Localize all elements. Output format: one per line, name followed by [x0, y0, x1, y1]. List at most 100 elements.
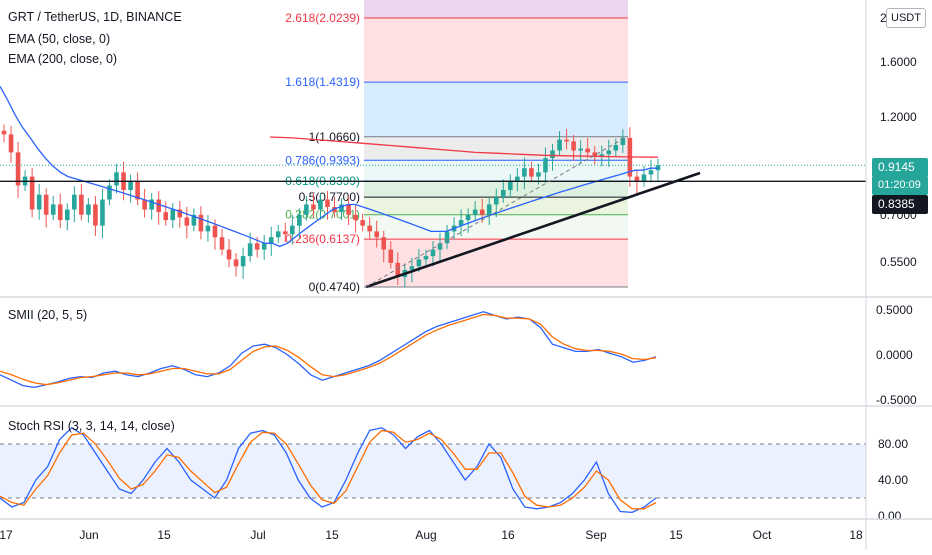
candle-body[interactable] — [93, 204, 98, 226]
candle-body[interactable] — [578, 148, 583, 151]
candle-body[interactable] — [43, 194, 49, 215]
candle-body[interactable] — [423, 256, 429, 260]
candle-body[interactable] — [606, 150, 612, 155]
candle-body[interactable] — [500, 190, 506, 198]
candle-body[interactable] — [641, 174, 647, 181]
candle-body[interactable] — [79, 194, 84, 215]
candle-body[interactable] — [339, 204, 344, 213]
candle-body[interactable] — [219, 237, 225, 250]
candle-body[interactable] — [395, 262, 401, 278]
candle-body[interactable] — [360, 220, 365, 226]
price-series — [0, 85, 661, 288]
candle-body[interactable] — [177, 209, 183, 218]
candle-body[interactable] — [536, 172, 541, 177]
candle-body[interactable] — [325, 199, 330, 207]
ema50-legend[interactable]: EMA (50, close, 0) — [8, 32, 111, 46]
candle-body[interactable] — [381, 237, 387, 250]
stoch-legend[interactable]: Stoch RSI (3, 3, 14, 14, close) — [8, 419, 175, 433]
candle-body[interactable] — [465, 214, 471, 221]
candle-body[interactable] — [297, 214, 302, 226]
candle-body[interactable] — [8, 134, 14, 153]
candle-body[interactable] — [64, 209, 70, 221]
candle-body[interactable] — [275, 231, 281, 238]
candle-body[interactable] — [444, 231, 450, 244]
candle-body[interactable] — [15, 152, 21, 186]
ema200-legend[interactable]: EMA (200, close, 0) — [8, 52, 118, 66]
candle-body[interactable] — [36, 194, 42, 210]
candle-body[interactable] — [557, 139, 562, 151]
candle-body[interactable] — [156, 199, 162, 213]
candle-body[interactable] — [550, 150, 555, 159]
candle-body[interactable] — [592, 152, 598, 157]
candle-body[interactable] — [388, 249, 394, 263]
candle-body[interactable] — [50, 204, 56, 215]
candle-body[interactable] — [184, 217, 190, 226]
fibonacci-retracement[interactable]: 2.618(2.0239)1.618(1.4319)1(1.0660)0.786… — [285, 0, 628, 294]
candle-body[interactable] — [472, 209, 478, 215]
candle-body[interactable] — [170, 209, 176, 221]
candle-body[interactable] — [648, 170, 654, 175]
candle-body[interactable] — [522, 168, 527, 177]
candle-body[interactable] — [318, 199, 323, 210]
candle-body[interactable] — [515, 176, 520, 181]
candle-body[interactable] — [254, 243, 260, 250]
candle-body[interactable] — [100, 199, 105, 226]
candle-body[interactable] — [240, 256, 246, 267]
candle-body[interactable] — [416, 259, 422, 267]
candle-body[interactable] — [205, 225, 211, 232]
candle-body[interactable] — [149, 199, 154, 210]
candle-body[interactable] — [128, 180, 133, 191]
fib-trend-line[interactable] — [365, 135, 629, 288]
candle-body[interactable] — [233, 259, 239, 267]
candle-body[interactable] — [529, 168, 534, 177]
candle-body[interactable] — [135, 180, 140, 200]
candle-body[interactable] — [493, 197, 499, 205]
candle-body[interactable] — [599, 154, 605, 157]
time-axis[interactable]: 17 Jun 15 Jul 15 Aug 16 Sep 15 Oct 18 — [0, 528, 863, 542]
candle-body[interactable] — [486, 204, 492, 215]
candle-body[interactable] — [226, 249, 232, 260]
candle-body[interactable] — [261, 243, 267, 250]
candle-body[interactable] — [620, 137, 626, 145]
candle-body[interactable] — [107, 185, 112, 200]
candle-body[interactable] — [191, 214, 197, 226]
candle-body[interactable] — [163, 212, 169, 221]
candle-body[interactable] — [212, 225, 218, 238]
candle-body[interactable] — [571, 141, 576, 151]
candle-body[interactable] — [367, 225, 372, 232]
candle-body[interactable] — [311, 204, 316, 210]
candle-body[interactable] — [409, 266, 415, 270]
candle-body[interactable] — [458, 220, 464, 226]
candle-body[interactable] — [142, 199, 147, 210]
candle-body[interactable] — [346, 204, 351, 215]
candle-body[interactable] — [564, 139, 569, 142]
trend-lines[interactable] — [0, 135, 866, 289]
candle-body[interactable] — [479, 209, 485, 215]
candle-body[interactable] — [613, 144, 619, 151]
smii-legend[interactable]: SMII (20, 5, 5) — [8, 308, 88, 322]
candle-body[interactable] — [290, 225, 295, 235]
candle-body[interactable] — [374, 231, 380, 238]
candle-body[interactable] — [430, 249, 436, 257]
candle-body[interactable] — [86, 204, 91, 215]
candle-body[interactable] — [29, 176, 35, 210]
candle-body[interactable] — [304, 204, 309, 215]
candle-body[interactable] — [198, 214, 204, 232]
candle-body[interactable] — [282, 231, 288, 235]
trend-line[interactable] — [365, 171, 701, 289]
candle-body[interactable] — [72, 194, 77, 210]
candle-body[interactable] — [437, 243, 443, 250]
candle-body[interactable] — [353, 214, 358, 221]
candle-body[interactable] — [634, 176, 640, 181]
currency-badge[interactable]: USDT — [886, 8, 926, 28]
candle-body[interactable] — [585, 148, 590, 153]
candle-body[interactable] — [114, 172, 119, 186]
candle-body[interactable] — [1, 130, 7, 135]
candle-body[interactable] — [543, 158, 548, 173]
candle-body[interactable] — [247, 243, 253, 257]
candle-body[interactable] — [57, 204, 63, 221]
candle-body[interactable] — [268, 237, 274, 244]
candle-body[interactable] — [508, 180, 513, 191]
